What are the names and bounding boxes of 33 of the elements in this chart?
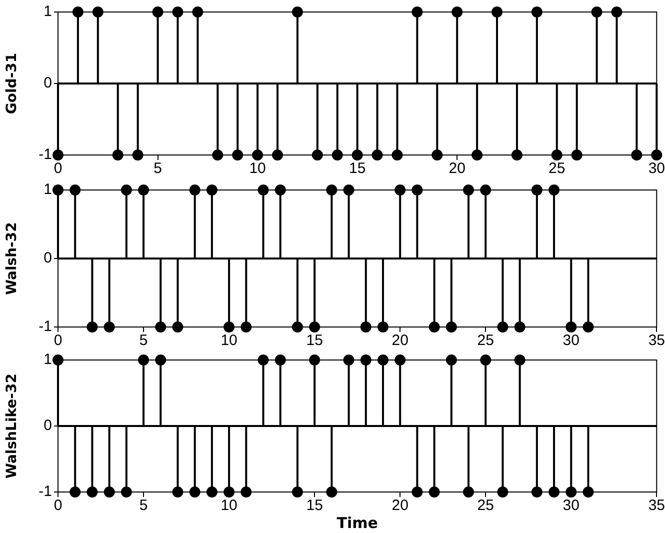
x-tick-label: 30 <box>562 332 580 350</box>
x-tick-label: 25 <box>548 160 566 178</box>
x-tick-label: 5 <box>139 497 148 514</box>
x-tick-label: 25 <box>477 332 494 350</box>
y-tick-label: 1 <box>44 351 52 368</box>
x-tick-label: 30 <box>648 160 665 178</box>
x-tick-label: 15 <box>306 497 323 514</box>
x-tick-label: 10 <box>220 497 238 514</box>
x-tick-label: 30 <box>562 497 580 514</box>
y-tick-label: -1 <box>38 318 52 336</box>
y-tick-label: 1 <box>44 181 52 198</box>
x-tick-label: 20 <box>392 497 408 514</box>
y-axis-title: Walsh-32 <box>4 222 20 295</box>
y-tick-label: 0 <box>44 417 52 434</box>
x-axis-title: Time <box>336 514 378 532</box>
x-tick-label: 5 <box>154 160 162 178</box>
y-tick-label: 0 <box>44 250 52 267</box>
x-tick-label: 35 <box>648 332 665 350</box>
x-tick-label: 15 <box>348 160 366 178</box>
x-tick-label: 5 <box>139 332 148 350</box>
x-tick-label: 20 <box>392 332 408 350</box>
x-tick-label: 35 <box>648 497 665 514</box>
x-tick-label: 25 <box>477 497 494 514</box>
x-tick-label: 20 <box>448 160 466 178</box>
x-tick-label: 10 <box>220 332 238 350</box>
y-tick-label: 0 <box>44 74 52 92</box>
x-tick-label: 10 <box>249 160 266 178</box>
y-tick-label: -1 <box>38 483 52 500</box>
y-axis-title: Gold-31 <box>4 52 20 114</box>
y-tick-label: 1 <box>44 3 52 20</box>
y-axis-title: WalshLike-32 <box>4 374 20 478</box>
y-tick-label: -1 <box>38 146 52 164</box>
x-tick-label: 15 <box>306 332 323 350</box>
